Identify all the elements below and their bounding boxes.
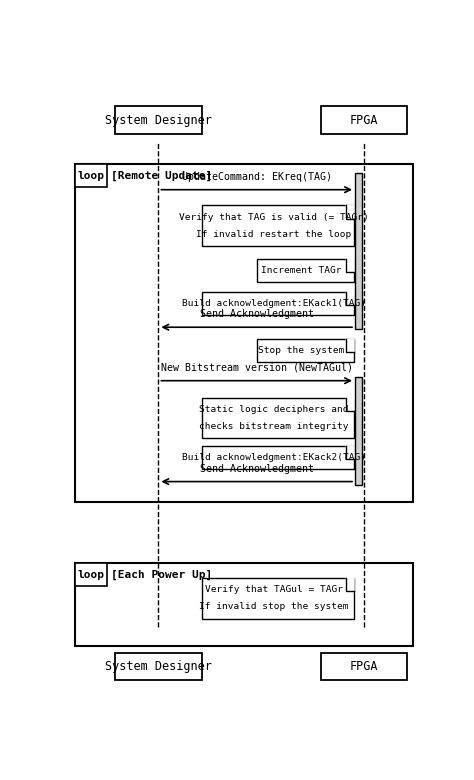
Text: System Designer: System Designer <box>105 660 212 673</box>
Text: FPGA: FPGA <box>350 660 378 673</box>
FancyBboxPatch shape <box>115 106 201 134</box>
FancyBboxPatch shape <box>201 205 354 246</box>
Text: [Remote Update]: [Remote Update] <box>111 171 213 181</box>
Polygon shape <box>346 398 354 411</box>
Polygon shape <box>346 292 354 305</box>
FancyBboxPatch shape <box>75 165 107 187</box>
FancyBboxPatch shape <box>75 563 107 586</box>
Text: System Designer: System Designer <box>105 114 212 126</box>
Text: New Bitstream version (NewTAGul): New Bitstream version (NewTAGul) <box>161 363 353 373</box>
Polygon shape <box>346 578 354 591</box>
Text: checks bitstream integrity: checks bitstream integrity <box>199 422 348 431</box>
Text: Increment TAGr: Increment TAGr <box>261 266 342 275</box>
FancyBboxPatch shape <box>201 398 354 438</box>
FancyBboxPatch shape <box>355 377 362 485</box>
Text: Static logic deciphers and: Static logic deciphers and <box>199 405 348 414</box>
Text: loop: loop <box>77 171 104 181</box>
Polygon shape <box>346 205 354 218</box>
FancyBboxPatch shape <box>201 446 354 469</box>
FancyBboxPatch shape <box>257 259 354 282</box>
FancyBboxPatch shape <box>201 292 354 314</box>
FancyBboxPatch shape <box>321 653 407 680</box>
Text: Send Acknowledgment: Send Acknowledgment <box>200 310 314 320</box>
Text: If invalid stop the system: If invalid stop the system <box>199 602 348 612</box>
FancyBboxPatch shape <box>201 578 354 619</box>
Text: Build acknowledgment:EKack2(TAG): Build acknowledgment:EKack2(TAG) <box>182 453 366 462</box>
Polygon shape <box>346 446 354 459</box>
FancyBboxPatch shape <box>321 106 407 134</box>
Text: Build acknowledgment:EKack1(TAG): Build acknowledgment:EKack1(TAG) <box>182 299 366 307</box>
Text: Verify that TAG is valid (= TAGr): Verify that TAG is valid (= TAGr) <box>179 213 369 222</box>
Polygon shape <box>346 339 354 353</box>
Text: If invalid restart the loop: If invalid restart the loop <box>196 230 351 239</box>
Text: Stop the system: Stop the system <box>258 346 345 355</box>
Text: Verify that TAGul = TAGr: Verify that TAGul = TAGr <box>205 585 343 594</box>
Text: UpdateCommand: EKreq(TAG): UpdateCommand: EKreq(TAG) <box>182 172 332 182</box>
Text: FPGA: FPGA <box>350 114 378 126</box>
Text: [Each Power Up]: [Each Power Up] <box>111 569 213 580</box>
FancyBboxPatch shape <box>355 173 362 329</box>
Text: Send Acknowledgment: Send Acknowledgment <box>200 464 314 473</box>
Text: loop: loop <box>77 569 104 580</box>
FancyBboxPatch shape <box>257 339 354 362</box>
FancyBboxPatch shape <box>115 653 201 680</box>
Polygon shape <box>346 259 354 272</box>
